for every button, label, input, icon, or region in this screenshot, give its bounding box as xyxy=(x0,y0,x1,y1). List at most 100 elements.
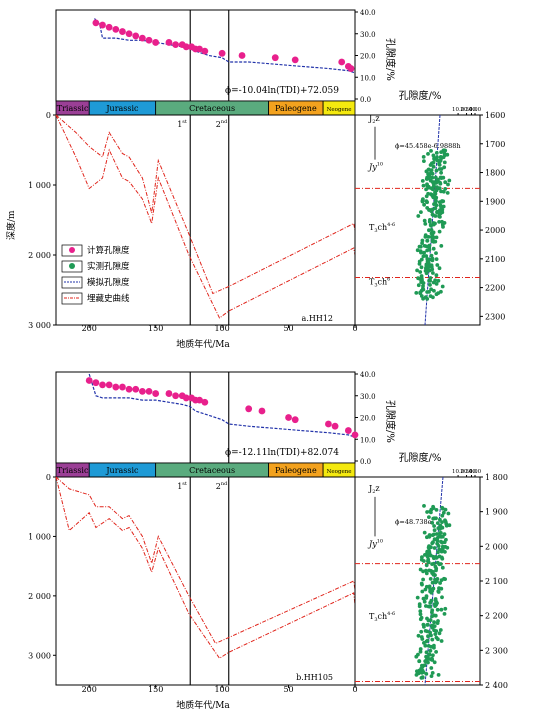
measured-porosity-point xyxy=(442,165,447,170)
measured-porosity-point xyxy=(442,532,447,537)
measured-porosity-point xyxy=(431,554,436,559)
burial-curve-upper xyxy=(55,476,356,645)
measured-porosity-point xyxy=(425,200,429,205)
measured-porosity-point xyxy=(428,276,433,280)
measured-porosity-point xyxy=(424,187,428,192)
top-porosity-tick-label: 40.0 xyxy=(360,9,376,17)
measured-porosity-point xyxy=(431,506,436,510)
measured-porosity-point xyxy=(443,507,448,512)
measured-porosity-point xyxy=(433,632,438,636)
well-depth-tick-label: 1600 xyxy=(485,111,505,120)
measured-porosity-point xyxy=(434,650,438,654)
measured-porosity-point xyxy=(425,290,429,294)
well-depth-tick-label: 1800 xyxy=(485,169,505,178)
measured-porosity-point xyxy=(427,243,432,248)
measured-porosity-point xyxy=(433,597,438,601)
age-tick-label: 0 xyxy=(352,685,357,694)
well-depth-tick-label: 1 800 xyxy=(485,473,508,482)
well-depth-tick-label: 2100 xyxy=(485,255,505,264)
well-porosity-tick-label: 10.0 xyxy=(452,469,465,475)
measured-porosity-point xyxy=(444,521,449,526)
period-label: Paleogene xyxy=(275,104,317,113)
calculated-porosity-point xyxy=(347,65,355,72)
measured-porosity-point xyxy=(439,535,444,539)
measured-porosity-point xyxy=(434,257,439,261)
legend-label: 实测孔隙度 xyxy=(87,261,130,272)
measured-porosity-point xyxy=(435,538,440,543)
well-depth-tick-label: 2300 xyxy=(485,312,505,321)
measured-porosity-point xyxy=(421,197,425,202)
depth-tick-label: 3 000 xyxy=(28,651,51,660)
measured-porosity-point xyxy=(419,635,424,639)
measured-porosity-point xyxy=(436,619,440,623)
measured-porosity-point xyxy=(423,629,428,633)
period-label: Jurassic xyxy=(105,466,139,475)
depth-tick-label: 0 xyxy=(46,473,51,482)
measured-porosity-point xyxy=(424,658,429,662)
calculated-porosity-point xyxy=(125,30,133,38)
measured-porosity-point xyxy=(440,520,444,524)
measured-porosity-point xyxy=(414,291,419,295)
measured-porosity-point xyxy=(429,633,433,638)
well-log-frame xyxy=(354,114,481,326)
measured-porosity-point xyxy=(415,248,420,253)
measured-porosity-point xyxy=(430,637,435,642)
measured-porosity-point xyxy=(430,588,435,593)
measured-porosity-point xyxy=(416,633,421,638)
measured-porosity-point xyxy=(423,235,428,239)
measured-porosity-point xyxy=(432,660,437,665)
measured-porosity-point xyxy=(434,282,439,286)
calculated-porosity-point xyxy=(201,47,209,55)
well-porosity-tick-label: 10.0 xyxy=(452,107,465,113)
panel-label: b.HH105 xyxy=(296,673,333,682)
legend-label: 模拟孔隙度 xyxy=(87,277,130,288)
measured-porosity-point xyxy=(418,617,423,622)
top-porosity-tick-label: 10.0 xyxy=(360,74,376,82)
measured-porosity-point xyxy=(433,206,438,211)
well-depth-tick-label: 2 100 xyxy=(485,577,508,586)
period-label: Triassic xyxy=(57,104,89,113)
calculated-porosity-point xyxy=(238,52,246,59)
measured-porosity-point xyxy=(437,163,442,167)
measured-porosity-point xyxy=(422,244,427,248)
measured-porosity-point xyxy=(427,247,432,252)
calculated-porosity-point xyxy=(112,26,120,33)
measured-porosity-point xyxy=(419,676,424,680)
burial-curve-lower xyxy=(55,476,356,659)
measured-porosity-point xyxy=(421,596,426,601)
measured-porosity-point xyxy=(418,609,423,614)
porosity-equation: ϕ=-12.11ln(TDI)+82.074 xyxy=(225,447,339,458)
measured-porosity-point xyxy=(439,175,444,180)
measured-porosity-point xyxy=(439,578,444,582)
calculated-porosity-point xyxy=(145,36,153,44)
measured-porosity-point xyxy=(422,250,426,255)
measured-porosity-point xyxy=(415,595,420,600)
top-porosity-tick-label: 30.0 xyxy=(360,393,376,401)
calculated-porosity-point xyxy=(331,422,339,430)
measured-porosity-point xyxy=(418,612,423,617)
calculated-porosity-point xyxy=(172,41,180,49)
measured-porosity-point xyxy=(441,510,446,515)
measured-porosity-point xyxy=(425,259,430,264)
measured-porosity-point xyxy=(417,602,422,607)
measured-porosity-point xyxy=(426,545,431,550)
calculated-porosity-point xyxy=(125,385,133,393)
top-porosity-axis-label: 孔隙度/% xyxy=(384,400,397,443)
measured-porosity-point xyxy=(430,671,435,675)
panel-label: a.HH12 xyxy=(302,314,333,323)
calculated-porosity-point xyxy=(99,381,106,389)
measured-porosity-point xyxy=(418,649,423,654)
age-tick-label: 150 xyxy=(148,324,163,333)
measured-porosity-point xyxy=(423,269,428,273)
calculated-porosity-point xyxy=(152,390,160,397)
well-depth-tick-label: 2 300 xyxy=(485,646,508,655)
measured-porosity-point xyxy=(435,155,439,160)
measured-porosity-point xyxy=(419,265,424,270)
measured-porosity-point xyxy=(419,257,424,262)
measured-porosity-point xyxy=(425,238,430,243)
measured-porosity-point xyxy=(436,673,441,677)
well-depth-tick-label: 1900 xyxy=(485,197,505,206)
measured-porosity-point xyxy=(437,266,442,271)
tectonic-event-label: 2nd xyxy=(216,481,228,491)
measured-porosity-point xyxy=(443,518,447,523)
